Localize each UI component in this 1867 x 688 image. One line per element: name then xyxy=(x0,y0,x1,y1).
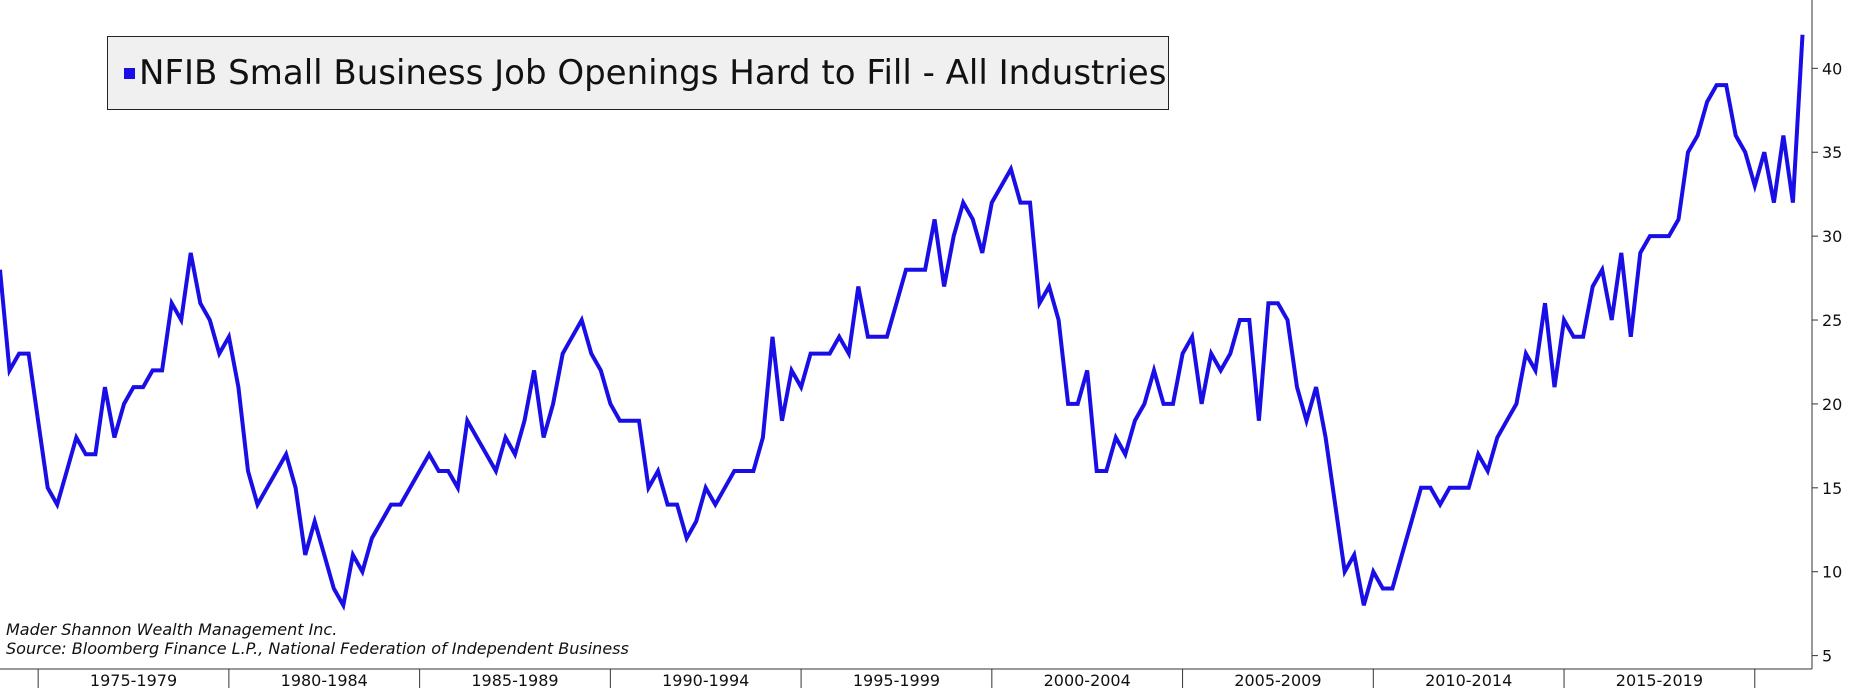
x-tick-label: 1990-1994 xyxy=(662,671,749,688)
series-line-job-openings xyxy=(0,34,1805,612)
x-tick-label: 1995-1999 xyxy=(853,671,940,688)
credit-line: Mader Shannon Wealth Management Inc. xyxy=(6,620,338,639)
y-tick-label: 40 xyxy=(1822,59,1842,78)
x-tick-label: 2010-2014 xyxy=(1425,671,1512,688)
legend-swatch xyxy=(124,67,135,79)
y-tick-label: 25 xyxy=(1822,311,1842,330)
x-axis: 1975-1979 1980-1984 1985-1989 1990-1994 1995… xyxy=(0,668,1812,688)
y-tick-label: 15 xyxy=(1822,479,1842,498)
y-tick-label: 35 xyxy=(1822,143,1842,162)
y-tick-label: 10 xyxy=(1822,563,1842,582)
x-tick-label: 2015-2019 xyxy=(1616,671,1703,688)
x-tick-label: 2000-2004 xyxy=(1044,671,1131,688)
x-tick-label: 2005-2009 xyxy=(1234,671,1321,688)
chart-legend: NFIB Small Business Job Openings Hard to… xyxy=(107,36,1169,110)
y-tick-label: 5 xyxy=(1822,647,1832,666)
x-tick-label: 1975-1979 xyxy=(90,671,177,688)
x-tick-label: 1980-1984 xyxy=(281,671,368,688)
chart-credits: Mader Shannon Wealth Management Inc. Sou… xyxy=(6,620,629,658)
y-tick-label: 20 xyxy=(1822,395,1842,414)
legend-series-label: NFIB Small Business Job Openings Hard to… xyxy=(139,53,1167,93)
y-axis: 5 10 15 20 25 30 35 40 xyxy=(1811,0,1842,669)
source-line: Source: Bloomberg Finance L.P., National… xyxy=(6,639,629,658)
y-tick-label: 30 xyxy=(1822,227,1842,246)
x-tick-label: 1985-1989 xyxy=(471,671,558,688)
plot-area xyxy=(0,34,1805,612)
